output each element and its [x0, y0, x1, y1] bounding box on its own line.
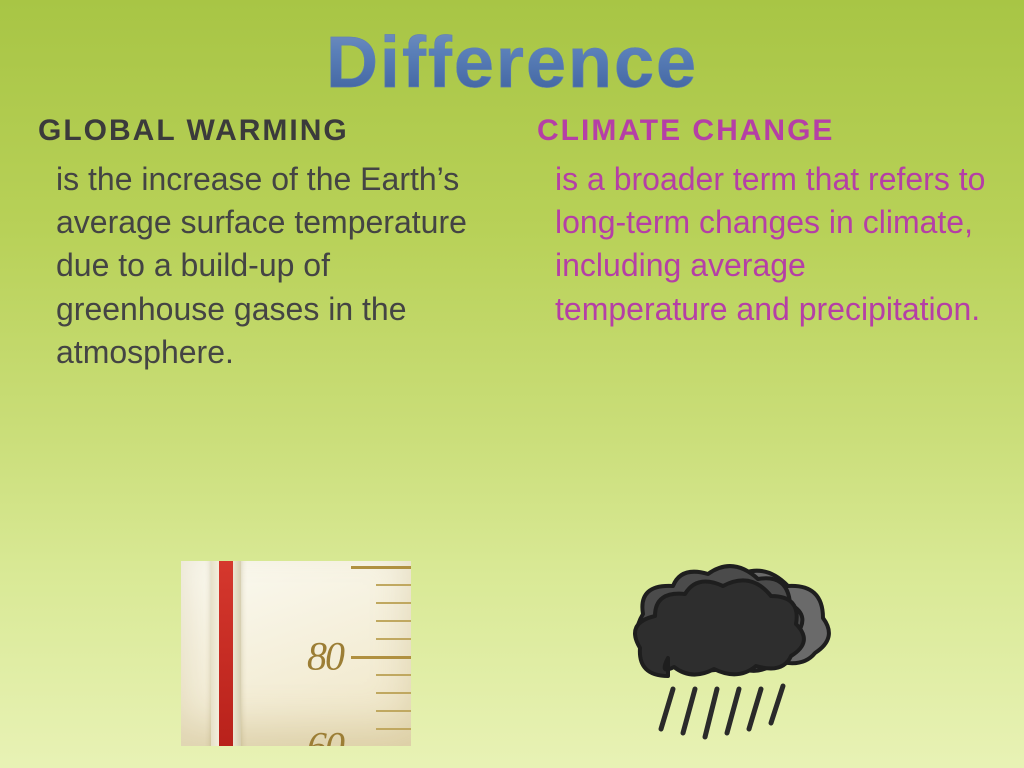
- body-global-warming: is the increase of the Earth’s average s…: [38, 158, 487, 374]
- column-climate-change: CLIMATE CHANGE is a broader term that re…: [537, 114, 986, 374]
- thermometer-image: 80 60: [181, 561, 411, 746]
- thermometer-fluid: [219, 561, 233, 746]
- thermometer-label-80: 80: [307, 633, 343, 680]
- thermometer-scale: 80 60: [261, 561, 411, 746]
- rain-cloud-icon: [613, 561, 843, 746]
- body-climate-change: is a broader term that refers to long-te…: [537, 158, 986, 331]
- slide-title: Difference: [0, 0, 1024, 104]
- header-climate-change: CLIMATE CHANGE: [537, 114, 986, 148]
- thermometer-label-60: 60: [307, 723, 343, 747]
- rain-cloud-image: [613, 561, 843, 746]
- header-global-warming: GLOBAL WARMING: [38, 114, 487, 148]
- columns-container: GLOBAL WARMING is the increase of the Ea…: [0, 104, 1024, 374]
- column-global-warming: GLOBAL WARMING is the increase of the Ea…: [38, 114, 487, 374]
- images-row: 80 60: [0, 561, 1024, 746]
